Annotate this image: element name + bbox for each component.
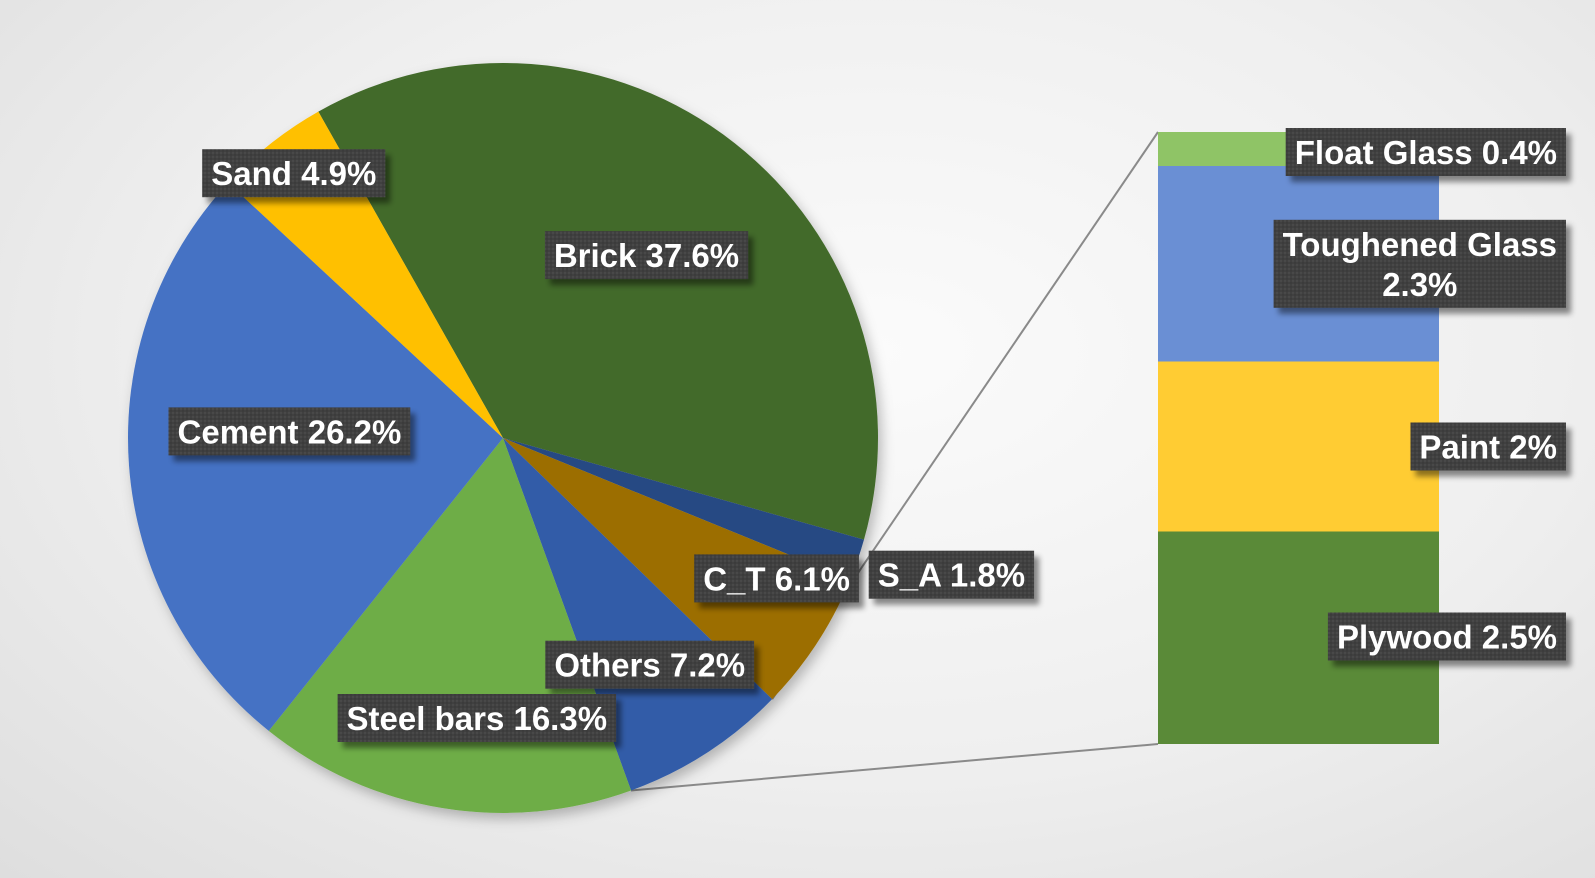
data-label-cement: Cement 26.2% <box>168 407 411 456</box>
data-label-c-t: C_T 6.1% <box>694 554 859 603</box>
data-label-cement-box <box>168 407 411 456</box>
data-label-paint-box <box>1410 422 1566 471</box>
connector-line-bottom <box>630 743 1159 792</box>
data-labels: Brick 37.6% S_A 1.8% C_T 6.1% Others 7.2% St… <box>168 128 1566 742</box>
data-label-toughened-glass-text: Toughened Glass <box>1283 226 1557 263</box>
data-label-plywood: Plywood 2.5% <box>1327 612 1566 661</box>
data-label-float-glass-text: Float Glass 0.4% <box>1295 134 1557 171</box>
data-label-plywood-text: Plywood 2.5% <box>1337 619 1557 656</box>
pie-slice-c-t <box>503 438 851 700</box>
pie <box>128 63 879 813</box>
bar-segment-paint <box>1158 361 1439 532</box>
data-label-steel-bars-text: Steel bars 16.3% <box>347 700 608 737</box>
data-label-brick: Brick 37.6% <box>544 231 749 280</box>
data-label-c-t-text: C_T 6.1% <box>703 560 850 597</box>
pie-slice-cement <box>128 182 504 731</box>
data-label-paint-text: Paint 2% <box>1419 429 1557 466</box>
data-label-toughened-glass-box <box>1273 219 1566 308</box>
data-label-paint: Paint 2% <box>1410 422 1566 471</box>
data-label-sand-box <box>202 149 386 198</box>
data-label-s-a-text: S_A 1.8% <box>878 557 1025 594</box>
data-label-s-a-box <box>868 550 1035 599</box>
data-label-plywood-box <box>1327 612 1566 661</box>
data-label-c-t-box <box>694 554 859 603</box>
data-label-float-glass: Float Glass 0.4% <box>1285 128 1566 176</box>
pie-slice-s-a <box>503 438 864 580</box>
data-label-sand-text: Sand 4.9% <box>211 155 376 192</box>
data-label-brick-text: Brick 37.6% <box>554 237 739 274</box>
data-label-float-glass-box <box>1285 128 1566 176</box>
data-label-steel-bars: Steel bars 16.3% <box>337 694 617 742</box>
data-label-others-text: Others 7.2% <box>554 647 745 684</box>
pie-slice-others <box>503 438 773 791</box>
data-label-s-a: S_A 1.8% <box>868 550 1035 599</box>
data-label-brick-box <box>544 231 749 280</box>
data-label-others: Others 7.2% <box>545 640 755 689</box>
data-label-toughened-glass-text: 2.3% <box>1382 266 1457 303</box>
data-label-cement-text: Cement 26.2% <box>178 413 402 450</box>
data-label-steel-bars-box <box>337 694 617 742</box>
pie-slice-brick <box>318 63 879 540</box>
data-label-sand: Sand 4.9% <box>202 149 386 198</box>
data-label-others-box <box>545 640 755 689</box>
